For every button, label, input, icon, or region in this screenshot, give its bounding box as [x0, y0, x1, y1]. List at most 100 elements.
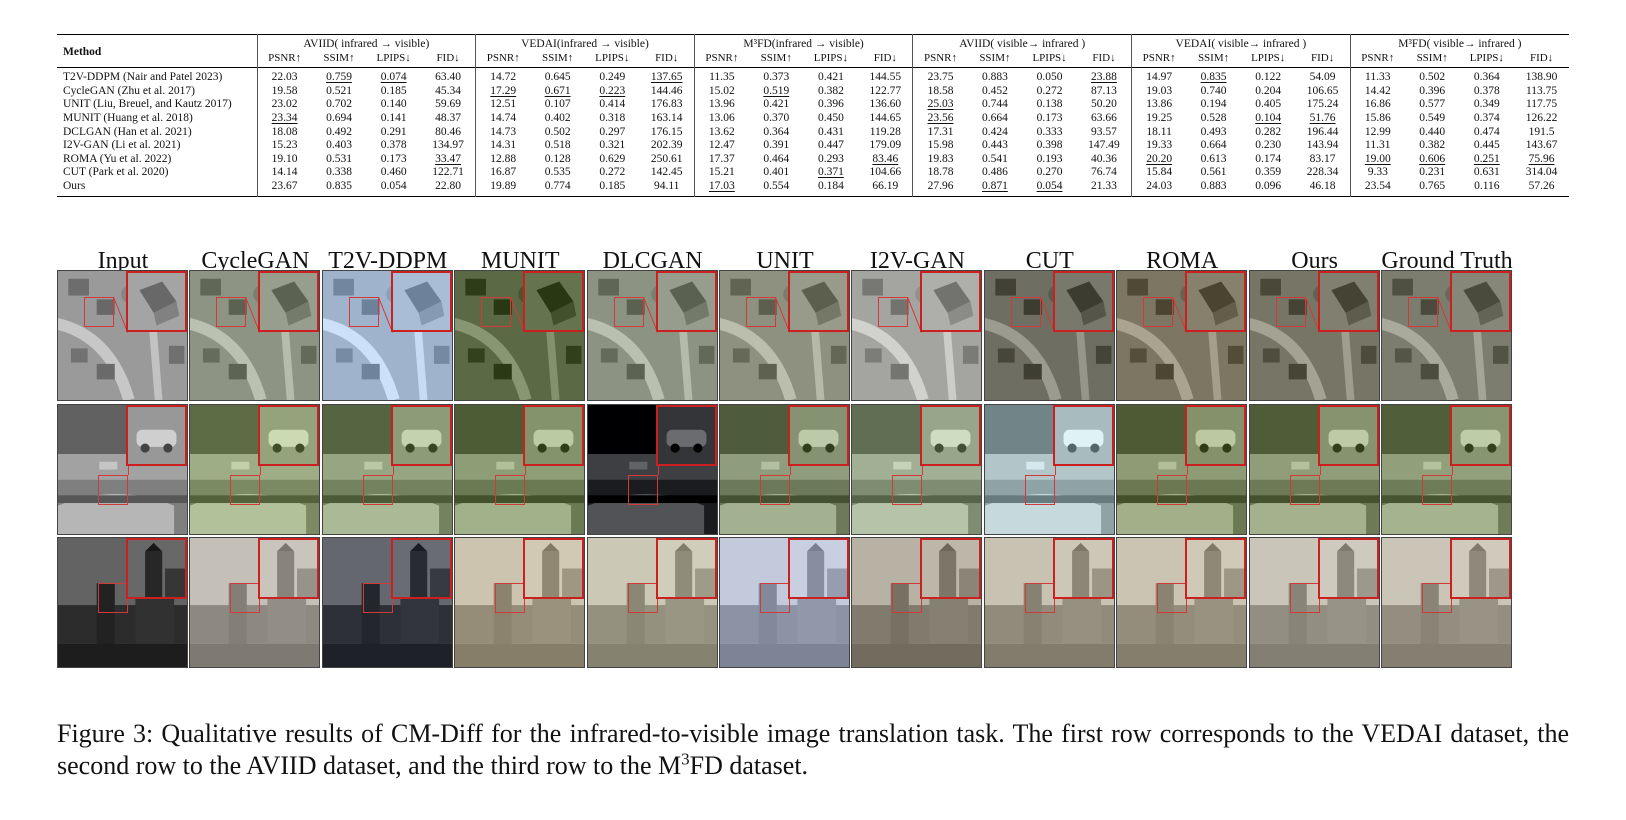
result-image	[1116, 403, 1248, 535]
metric-value: 23.34	[256, 111, 312, 126]
metric-value: 0.373	[763, 71, 790, 84]
metric-value: 11.31	[1349, 139, 1405, 153]
zoom-inset	[1450, 538, 1511, 599]
zoom-inset	[1317, 271, 1379, 332]
figure-column-header: MUNIT	[480, 248, 560, 274]
metric-value: 0.402	[544, 111, 571, 124]
metric-value: 14.73	[475, 125, 531, 140]
roi-connector-line	[1452, 465, 1454, 475]
metric-header: FID↓	[1092, 51, 1116, 64]
metric-value: 0.107	[544, 98, 571, 111]
metric-value: 93.57	[1091, 125, 1117, 138]
metric-value: 0.577	[1419, 98, 1446, 111]
metric-value: 0.293	[817, 152, 844, 165]
metric-value: 0.774	[544, 179, 571, 192]
metric-value: 137.65	[650, 71, 683, 84]
method-name: UNIT (Liu, Breuel, and Kautz 2017)	[63, 98, 232, 111]
metric-value: 14.14	[256, 166, 312, 180]
metric-value: 144.46	[650, 84, 683, 97]
metric-value: 0.333	[1036, 125, 1063, 138]
roi-marker	[1010, 297, 1041, 327]
metric-value: 176.15	[650, 125, 683, 138]
roi-marker	[892, 583, 923, 613]
metric-value: 0.414	[599, 98, 626, 111]
metric-value: 22.03	[256, 67, 312, 85]
metric-value: 48.37	[435, 111, 461, 124]
metric-value: 15.02	[693, 84, 749, 99]
metric-value: 0.396	[817, 98, 844, 111]
result-image	[719, 403, 850, 535]
metric-value: 0.541	[981, 152, 1008, 165]
metric-value: 0.528	[1200, 111, 1227, 124]
zoom-inset	[1317, 538, 1379, 599]
metric-value: 0.519	[763, 84, 790, 97]
metric-value: 18.78	[912, 166, 968, 180]
roi-marker	[1408, 297, 1438, 327]
zoom-inset	[655, 538, 717, 599]
metric-header: PSNR↑	[1349, 51, 1405, 68]
metric-value: 0.378	[1473, 84, 1500, 97]
metric-header: FID↓	[436, 51, 460, 64]
roi-marker	[495, 583, 526, 613]
table-row: CycleGAN (Zhu et al. 2017) 19.58 0.521 0.18…	[57, 84, 1569, 99]
result-image	[1248, 270, 1380, 401]
zoom-inset	[523, 538, 585, 599]
method-name: DCLGAN (Han et al. 2021)	[63, 125, 192, 138]
metric-header: PSNR↑	[1131, 51, 1187, 68]
result-image	[983, 403, 1115, 535]
result-image	[586, 537, 718, 668]
metric-header: LPIPS↓	[1251, 51, 1286, 64]
roi-marker	[481, 297, 512, 327]
metric-value: 0.401	[763, 166, 790, 179]
metric-header: FID↓	[873, 51, 897, 64]
zoom-inset	[788, 271, 849, 332]
result-image	[57, 537, 188, 668]
metric-value: 0.740	[1200, 84, 1227, 97]
table-row: UNIT (Liu, Breuel, and Kautz 2017) 23.02 0…	[57, 98, 1569, 112]
metric-value: 314.04	[1525, 166, 1558, 179]
metric-value: 0.445	[1473, 139, 1500, 152]
zoom-inset	[1450, 271, 1511, 332]
roi-marker	[1275, 297, 1306, 327]
method-name: Ours	[63, 179, 86, 192]
result-image	[1381, 537, 1512, 668]
roi-marker	[230, 583, 261, 613]
figure-caption: Figure 3: Qualitative results of CM-Diff…	[57, 718, 1569, 782]
metric-value: 0.883	[1200, 179, 1227, 192]
metric-header: SSIM↑	[542, 51, 574, 64]
metric-value: 0.561	[1200, 166, 1227, 179]
metric-value: 0.141	[380, 111, 407, 124]
metric-value: 19.10	[256, 152, 312, 167]
metric-value: 23.02	[256, 98, 312, 112]
metric-value: 0.486	[981, 166, 1008, 179]
metric-value: 0.398	[1036, 139, 1063, 152]
metric-value: 0.464	[763, 152, 790, 165]
roi-marker	[362, 583, 393, 613]
metric-value: 0.645	[544, 71, 571, 84]
metric-header: LPIPS↓	[1469, 51, 1504, 64]
metric-value: 0.521	[326, 84, 352, 97]
metric-value: 15.21	[693, 166, 749, 180]
roi-marker	[1157, 583, 1188, 613]
metric-value: 138.90	[1525, 71, 1558, 84]
metric-value: 66.19	[872, 179, 899, 192]
roi-connector-line	[1319, 465, 1321, 475]
metric-value: 0.671	[544, 84, 571, 97]
metric-value: 0.204	[1255, 84, 1282, 97]
method-name: MUNIT (Huang et al. 2018)	[63, 111, 193, 124]
zoom-inset	[920, 404, 982, 466]
metric-value: 142.45	[650, 166, 683, 179]
metric-value: 0.450	[817, 111, 844, 124]
table-row: DCLGAN (Han et al. 2021) 18.08 0.492 0.291 8…	[57, 125, 1569, 140]
result-image	[189, 537, 321, 668]
metric-value: 15.84	[1131, 166, 1187, 180]
roi-marker	[362, 474, 393, 505]
metric-value: 22.80	[435, 179, 461, 192]
metric-value: 0.173	[380, 152, 407, 165]
zoom-inset	[258, 271, 320, 332]
roi-marker	[613, 297, 644, 327]
result-image	[1248, 403, 1380, 535]
metric-value: 0.405	[1255, 98, 1282, 111]
metric-header-row: PSNR↑ SSIM↑ LPIPS↓ FID↓ PSNR↑ SSIM↑ LPIPS↓ FID↓…	[57, 51, 1569, 68]
zoom-inset	[126, 404, 187, 466]
